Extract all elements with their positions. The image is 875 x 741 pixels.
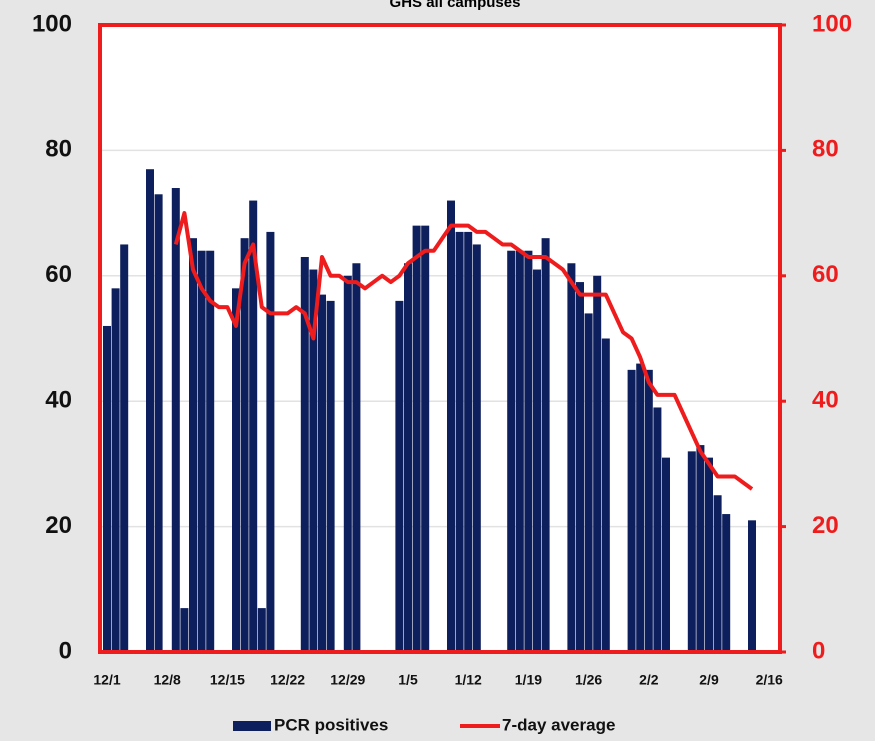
y2-tick-label: 0	[812, 637, 825, 664]
y-tick-label: 0	[59, 637, 72, 664]
y-tick-label: 20	[45, 512, 72, 539]
bar	[533, 269, 541, 652]
y2-tick-label: 20	[812, 512, 839, 539]
bar	[722, 514, 731, 652]
bar	[395, 300, 404, 652]
bar	[584, 313, 593, 652]
bar	[120, 244, 129, 652]
x-tick-label: 12/1	[93, 672, 120, 688]
bar	[447, 200, 455, 652]
bar	[103, 325, 111, 652]
bar	[687, 451, 696, 652]
bar	[464, 231, 473, 652]
x-tick-label: 12/8	[154, 672, 181, 688]
bar	[748, 520, 756, 652]
bar	[627, 369, 636, 652]
bar	[644, 369, 653, 652]
bar	[713, 495, 722, 652]
bar	[266, 231, 275, 652]
bar	[111, 288, 120, 652]
y2-tick-label: 100	[812, 10, 852, 37]
bar	[257, 608, 266, 652]
legend-swatch	[233, 721, 271, 731]
x-tick-label: 1/12	[455, 672, 482, 688]
chart-title: GHS all campuses	[390, 0, 521, 11]
y-tick-label: 40	[45, 387, 72, 414]
bar	[343, 275, 352, 652]
bar	[472, 244, 481, 652]
bar	[662, 457, 670, 652]
line	[173, 211, 754, 491]
y2-tick-label: 60	[812, 261, 839, 288]
x-tick-label: 1/5	[398, 672, 418, 688]
bar	[240, 238, 249, 652]
bar	[404, 263, 412, 652]
x-tick-label: 12/22	[270, 672, 305, 688]
x-tick-label: 12/29	[330, 672, 365, 688]
bar	[197, 250, 206, 652]
bar	[507, 250, 516, 652]
y2-tick-label: 40	[812, 387, 839, 414]
y2-tick-label: 80	[812, 136, 839, 163]
x-tick-label: 2/16	[756, 672, 783, 688]
bar	[326, 300, 335, 652]
bar	[318, 294, 326, 652]
legend-label: PCR positives	[274, 715, 388, 734]
bar	[593, 275, 602, 652]
bar	[206, 250, 215, 652]
bar	[636, 363, 645, 652]
bar	[180, 608, 189, 652]
x-tick-label: 1/26	[575, 672, 602, 688]
y-tick-label: 60	[45, 261, 72, 288]
bar	[421, 225, 430, 652]
x-tick-label: 12/15	[210, 672, 245, 688]
bar	[189, 238, 197, 652]
bar	[601, 338, 610, 652]
x-tick-label: 2/9	[699, 672, 719, 688]
x-tick-label: 2/2	[639, 672, 659, 688]
bar	[171, 188, 180, 652]
x-tick-label: 1/19	[515, 672, 542, 688]
legend-label: 7-day average	[502, 715, 615, 734]
bar	[524, 250, 533, 652]
bar	[653, 407, 662, 652]
bar	[576, 282, 584, 652]
plot-frame	[98, 23, 782, 654]
bar	[300, 256, 309, 652]
bar	[412, 225, 421, 652]
bar	[541, 238, 550, 652]
bar	[696, 445, 705, 652]
bar	[705, 457, 713, 652]
bar	[309, 269, 318, 652]
bar	[515, 250, 524, 652]
bar	[352, 263, 361, 652]
bar	[154, 194, 163, 653]
bar	[567, 263, 576, 652]
bar	[232, 288, 240, 652]
bar	[249, 200, 258, 652]
bar	[455, 231, 464, 652]
y-tick-label: 100	[32, 10, 72, 37]
bar	[146, 169, 154, 652]
y-tick-label: 80	[45, 136, 72, 163]
